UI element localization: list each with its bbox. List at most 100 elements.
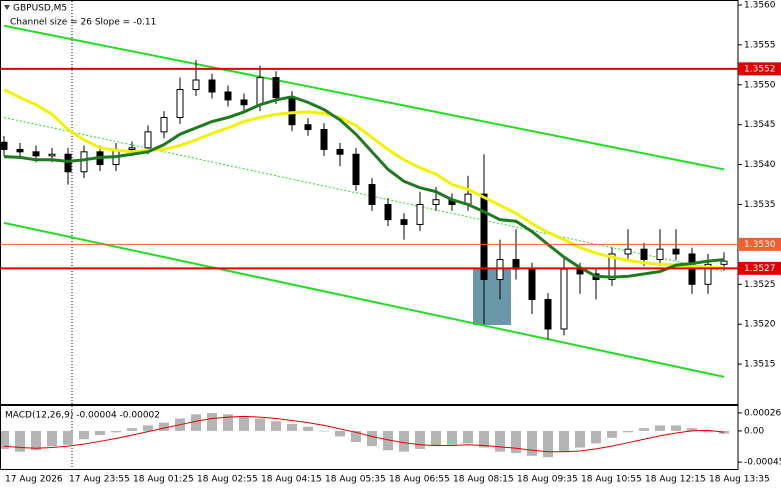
level-tag <box>738 62 781 76</box>
y-tick-label: 1.3555 <box>744 40 776 50</box>
chart-title: GBPUSD,M5 <box>13 4 67 14</box>
candle-body <box>240 99 248 106</box>
macd-bar <box>639 428 649 431</box>
candle-body <box>720 260 728 265</box>
macd-bar <box>63 430 73 445</box>
candle-body <box>480 193 488 281</box>
candle-body <box>560 268 568 330</box>
macd-bar <box>1 430 9 449</box>
candle-body <box>1 141 8 150</box>
candle-body <box>384 203 392 221</box>
macd-bar <box>303 426 313 431</box>
macd-bar <box>223 414 233 431</box>
y-tick-label: 1.3540 <box>744 160 776 170</box>
plot-area <box>1 412 729 458</box>
candle-body <box>320 128 328 150</box>
candle-body <box>544 298 552 330</box>
x-tick-label: 17 Aug 2026 <box>5 475 63 485</box>
channel-line <box>3 117 725 273</box>
y-tick-label: 1.3545 <box>744 120 776 130</box>
level-tag <box>738 261 781 275</box>
candle-body <box>32 151 40 157</box>
level-label: 1.3527 <box>744 264 776 274</box>
candle-body <box>624 248 632 255</box>
macd-bar <box>15 430 25 452</box>
macd-bar <box>319 430 329 432</box>
macd-bar <box>239 417 249 431</box>
moving-average <box>3 88 724 270</box>
candle-body <box>608 253 616 281</box>
candle-body <box>704 263 712 285</box>
level-label: 1.3530 <box>744 240 776 250</box>
macd-bar <box>655 425 665 431</box>
macd-bar <box>527 430 537 456</box>
y-tick-label: 1.3550 <box>744 80 776 90</box>
macd-bar <box>351 430 361 442</box>
macd-bar <box>703 430 713 433</box>
x-tick-label: 18 Aug 13:35 <box>709 475 770 485</box>
candle-body <box>528 268 536 300</box>
candle-body <box>672 248 680 255</box>
candle-body <box>496 259 504 281</box>
macd-bar <box>623 430 633 433</box>
candle-body <box>640 248 648 261</box>
channel-line <box>3 221 725 378</box>
macd-bar <box>207 412 217 431</box>
candle-body <box>176 89 184 119</box>
candle-body <box>656 248 664 261</box>
candle-body <box>192 79 200 91</box>
candle-body <box>352 153 360 186</box>
macd-bar <box>495 430 505 452</box>
y-tick-label: 1.3520 <box>744 320 776 330</box>
y-tick-label: 1.3535 <box>744 200 776 210</box>
macd-bar <box>271 421 281 431</box>
macd-bar <box>607 430 617 438</box>
plot-area <box>1 24 728 378</box>
macd-bar <box>463 430 473 444</box>
macd-bar <box>191 414 201 431</box>
x-tick-label: 18 Aug 05:35 <box>325 475 386 485</box>
macd-bar <box>431 430 441 447</box>
candle-body <box>208 79 216 93</box>
macd-bar <box>367 430 377 447</box>
candle-body <box>368 184 376 205</box>
y-tick-label: 1.3525 <box>744 280 776 290</box>
candle-body <box>128 147 136 150</box>
x-tick-label: 18 Aug 12:15 <box>645 475 706 485</box>
x-tick-label: 18 Aug 08:15 <box>453 475 514 485</box>
macd-bar <box>335 430 345 437</box>
panel-frame <box>0 0 739 405</box>
macd-bar <box>255 418 265 431</box>
candle-body <box>416 203 424 225</box>
macd-bar <box>287 424 297 431</box>
macd-bar <box>687 428 697 431</box>
x-tick-label: 18 Aug 01:25 <box>133 475 194 485</box>
candle-body <box>304 124 312 130</box>
candle-body <box>256 77 264 106</box>
macd-bar <box>415 430 425 449</box>
macd-signal <box>3 415 725 453</box>
candle-body <box>160 117 168 133</box>
macd-bar <box>47 430 57 447</box>
y-tick-label: 0.00 <box>744 426 764 436</box>
level-tag <box>738 237 781 251</box>
macd-bar <box>159 422 169 431</box>
macd-bar <box>95 430 105 436</box>
symbol-icon <box>4 5 10 10</box>
macd-bar <box>543 430 553 458</box>
macd-bar <box>671 425 681 431</box>
macd-bar <box>575 430 585 448</box>
macd-bar <box>79 430 89 440</box>
level-label: 1.3552 <box>744 64 776 74</box>
candle-body <box>80 151 88 173</box>
x-tick-label: 18 Aug 04:15 <box>261 475 322 485</box>
candle-body <box>224 91 232 101</box>
candle-body <box>400 219 408 225</box>
candle-body <box>336 148 344 155</box>
macd-title: MACD(12,26,9) -0.00004 -0.00002 <box>5 411 160 421</box>
panel-frame <box>0 405 739 470</box>
y-tick-label: 1.3515 <box>744 360 776 370</box>
macd-bar <box>383 430 393 451</box>
macd-bar <box>143 425 153 431</box>
